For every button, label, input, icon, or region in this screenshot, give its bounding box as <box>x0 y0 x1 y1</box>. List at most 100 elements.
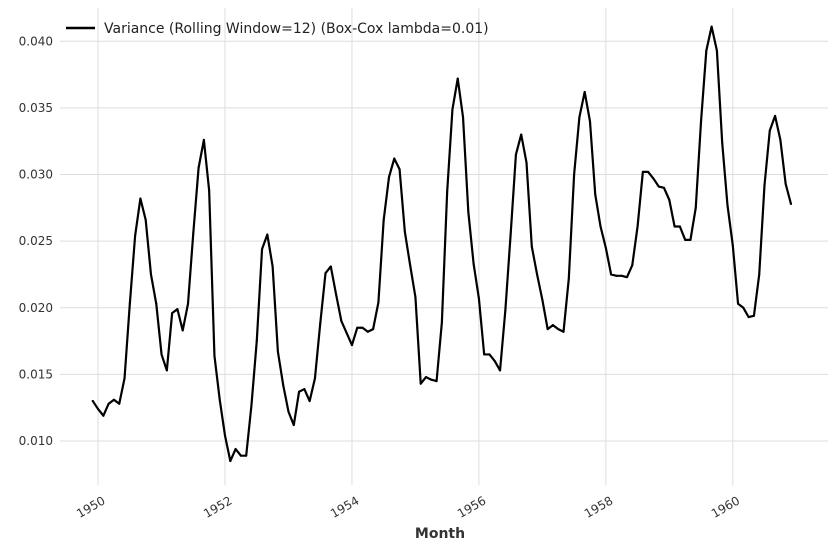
data-point <box>594 193 597 196</box>
data-point <box>668 198 671 201</box>
data-point <box>721 141 724 144</box>
x-tick-label: 1954 <box>328 493 361 520</box>
data-point <box>546 328 549 331</box>
y-tick-label: 0.035 <box>19 101 53 115</box>
data-point <box>504 309 507 312</box>
data-point <box>747 316 750 319</box>
data-point <box>435 380 438 383</box>
data-point <box>456 77 459 80</box>
data-point <box>287 410 290 413</box>
data-point <box>139 197 142 200</box>
data-point <box>710 25 713 28</box>
data-point <box>774 114 777 117</box>
data-point <box>155 302 158 305</box>
y-tick-label: 0.020 <box>19 301 53 315</box>
data-point <box>234 448 237 451</box>
data-point <box>224 434 227 437</box>
data-point <box>551 324 554 327</box>
data-point <box>726 204 729 207</box>
x-tick-label: 1958 <box>582 493 615 520</box>
data-point <box>298 390 301 393</box>
data-point <box>419 382 422 385</box>
data-point <box>398 168 401 171</box>
data-point <box>239 454 242 457</box>
data-point <box>673 225 676 228</box>
data-point <box>663 186 666 189</box>
data-point <box>467 210 470 213</box>
data-point <box>779 138 782 141</box>
data-point <box>356 326 359 329</box>
data-point <box>425 376 428 379</box>
data-point <box>731 244 734 247</box>
data-point <box>647 170 650 173</box>
data-point <box>758 273 761 276</box>
data-point <box>319 322 322 325</box>
data-point <box>557 328 560 331</box>
data-point <box>340 320 343 323</box>
data-point <box>657 185 660 188</box>
data-point <box>536 273 539 276</box>
x-tick-label: 1960 <box>709 493 742 520</box>
legend: Variance (Rolling Window=12) (Box-Cox la… <box>66 21 489 37</box>
x-tick-label: 1950 <box>74 493 107 520</box>
data-point <box>705 49 708 52</box>
data-point <box>372 328 375 331</box>
data-point <box>91 400 94 403</box>
data-point <box>128 302 131 305</box>
data-point <box>213 354 216 357</box>
data-point <box>308 400 311 403</box>
data-point <box>541 298 544 301</box>
data-point <box>329 265 332 268</box>
series-line-variance <box>91 25 793 463</box>
data-point <box>414 296 417 299</box>
x-axis-tick-labels: 1950 1952 1954 1956 1958 1960 <box>74 493 742 520</box>
y-gridlines <box>60 40 828 442</box>
data-point <box>488 353 491 356</box>
data-point <box>715 49 718 52</box>
y-tick-label: 0.030 <box>19 168 53 182</box>
data-point <box>514 153 517 156</box>
data-point <box>187 302 189 305</box>
y-tick-label: 0.010 <box>19 434 53 448</box>
y-tick-label: 0.015 <box>19 367 53 381</box>
legend-label: Variance (Rolling Window=12) (Box-Cox la… <box>104 21 489 37</box>
data-point <box>784 182 787 185</box>
data-point <box>768 129 771 132</box>
data-point <box>350 344 353 347</box>
data-point <box>176 308 179 311</box>
data-point <box>451 108 454 111</box>
data-point <box>588 120 591 123</box>
data-point <box>525 161 528 164</box>
data-point <box>583 90 586 93</box>
x-tick-label: 1952 <box>201 493 234 520</box>
data-point <box>610 273 613 276</box>
data-point <box>387 176 390 179</box>
data-point <box>578 116 581 119</box>
y-tick-label: 0.040 <box>19 34 53 48</box>
data-point <box>737 302 740 305</box>
data-point <box>789 202 792 205</box>
data-point <box>229 460 232 463</box>
data-point <box>440 321 443 324</box>
data-point <box>255 340 258 343</box>
data-point <box>409 264 412 267</box>
data-point <box>366 330 369 333</box>
data-point <box>641 170 644 173</box>
data-point <box>382 218 385 221</box>
data-point <box>276 350 279 353</box>
data-point <box>361 326 364 329</box>
x-tick-label: 1956 <box>455 493 488 520</box>
data-point <box>446 190 449 193</box>
data-point <box>97 408 100 411</box>
data-point <box>472 262 475 265</box>
data-point <box>218 398 221 401</box>
data-point <box>625 276 628 279</box>
data-point <box>171 312 174 315</box>
data-point <box>192 232 195 235</box>
data-point <box>483 353 486 356</box>
data-point <box>509 233 512 236</box>
data-point <box>742 306 745 309</box>
data-point <box>250 404 253 407</box>
data-point <box>181 329 184 332</box>
